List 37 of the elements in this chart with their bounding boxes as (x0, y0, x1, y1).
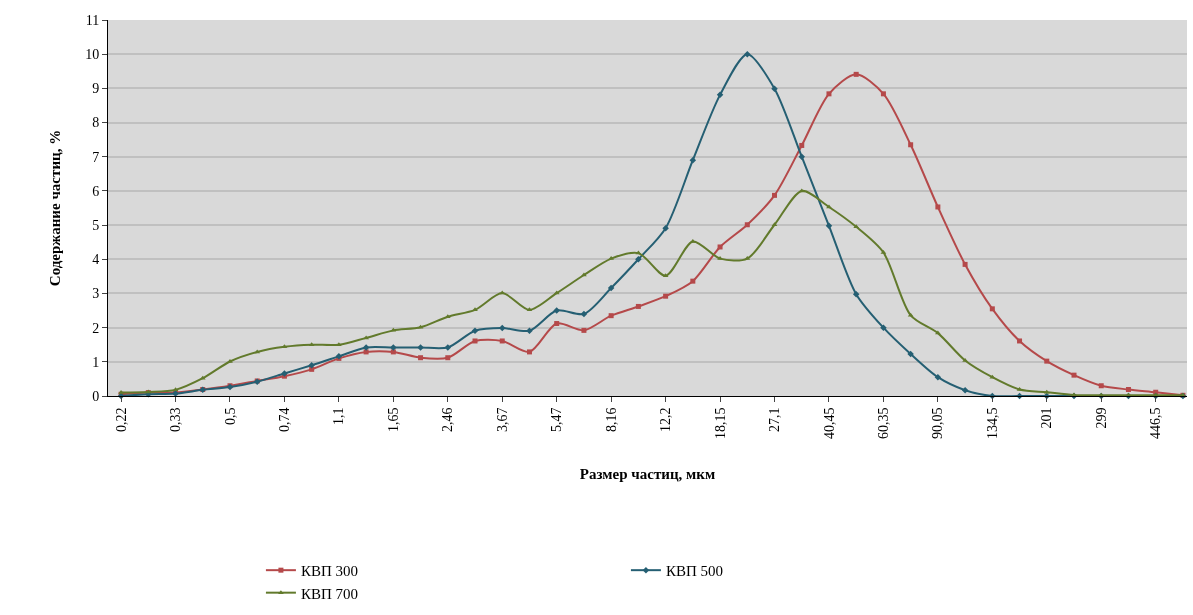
x-tick-label: 90,05 (930, 407, 946, 440)
y-tick-label: 9 (92, 81, 100, 97)
x-tick-label: 12,2 (658, 407, 674, 433)
y-tick-label: 6 (92, 183, 100, 199)
y-axis-title: Содержание частиц, % (47, 129, 64, 287)
x-tick-label: 299 (1093, 407, 1109, 429)
x-tick-label: 0,22 (113, 407, 129, 433)
x-axis-title: Размер частиц, мкм (579, 466, 716, 483)
x-tick-label: 2,46 (440, 407, 456, 433)
x-tick-label: 3,67 (494, 407, 510, 433)
x-tick-label: 1,1 (331, 407, 347, 426)
x-tick-label: 27,1 (767, 407, 783, 433)
x-tick-label: 134,5 (984, 407, 1000, 440)
x-tick-label: 8,16 (603, 407, 619, 433)
legend-label: КВП 300 (300, 563, 359, 580)
legend-label: КВП 700 (300, 585, 359, 602)
y-tick-label: 8 (92, 115, 100, 131)
legend-label: КВП 500 (665, 563, 724, 580)
y-tick-label: 0 (92, 388, 100, 404)
x-tick-label: 446,5 (1148, 407, 1164, 440)
y-tick-label: 10 (85, 47, 100, 63)
x-tick-label: 60,35 (875, 407, 891, 440)
y-tick-label: 4 (92, 252, 100, 268)
x-tick-label: 40,45 (821, 407, 837, 440)
y-tick-label: 11 (85, 12, 100, 28)
x-tick-label: 0,33 (168, 407, 184, 433)
y-tick-label: 2 (92, 320, 100, 336)
y-tick-label: 1 (92, 354, 100, 370)
x-tick-label: 1,65 (385, 407, 401, 433)
x-tick-label: 201 (1039, 407, 1055, 429)
y-tick-label: 3 (92, 286, 100, 302)
y-tick-label: 7 (92, 149, 100, 165)
y-tick-label: 5 (92, 217, 100, 233)
x-tick-label: 0,74 (276, 407, 292, 433)
x-tick-label: 5,47 (549, 407, 565, 433)
x-tick-label: 18,15 (712, 407, 728, 440)
x-tick-label: 0,5 (222, 407, 238, 426)
